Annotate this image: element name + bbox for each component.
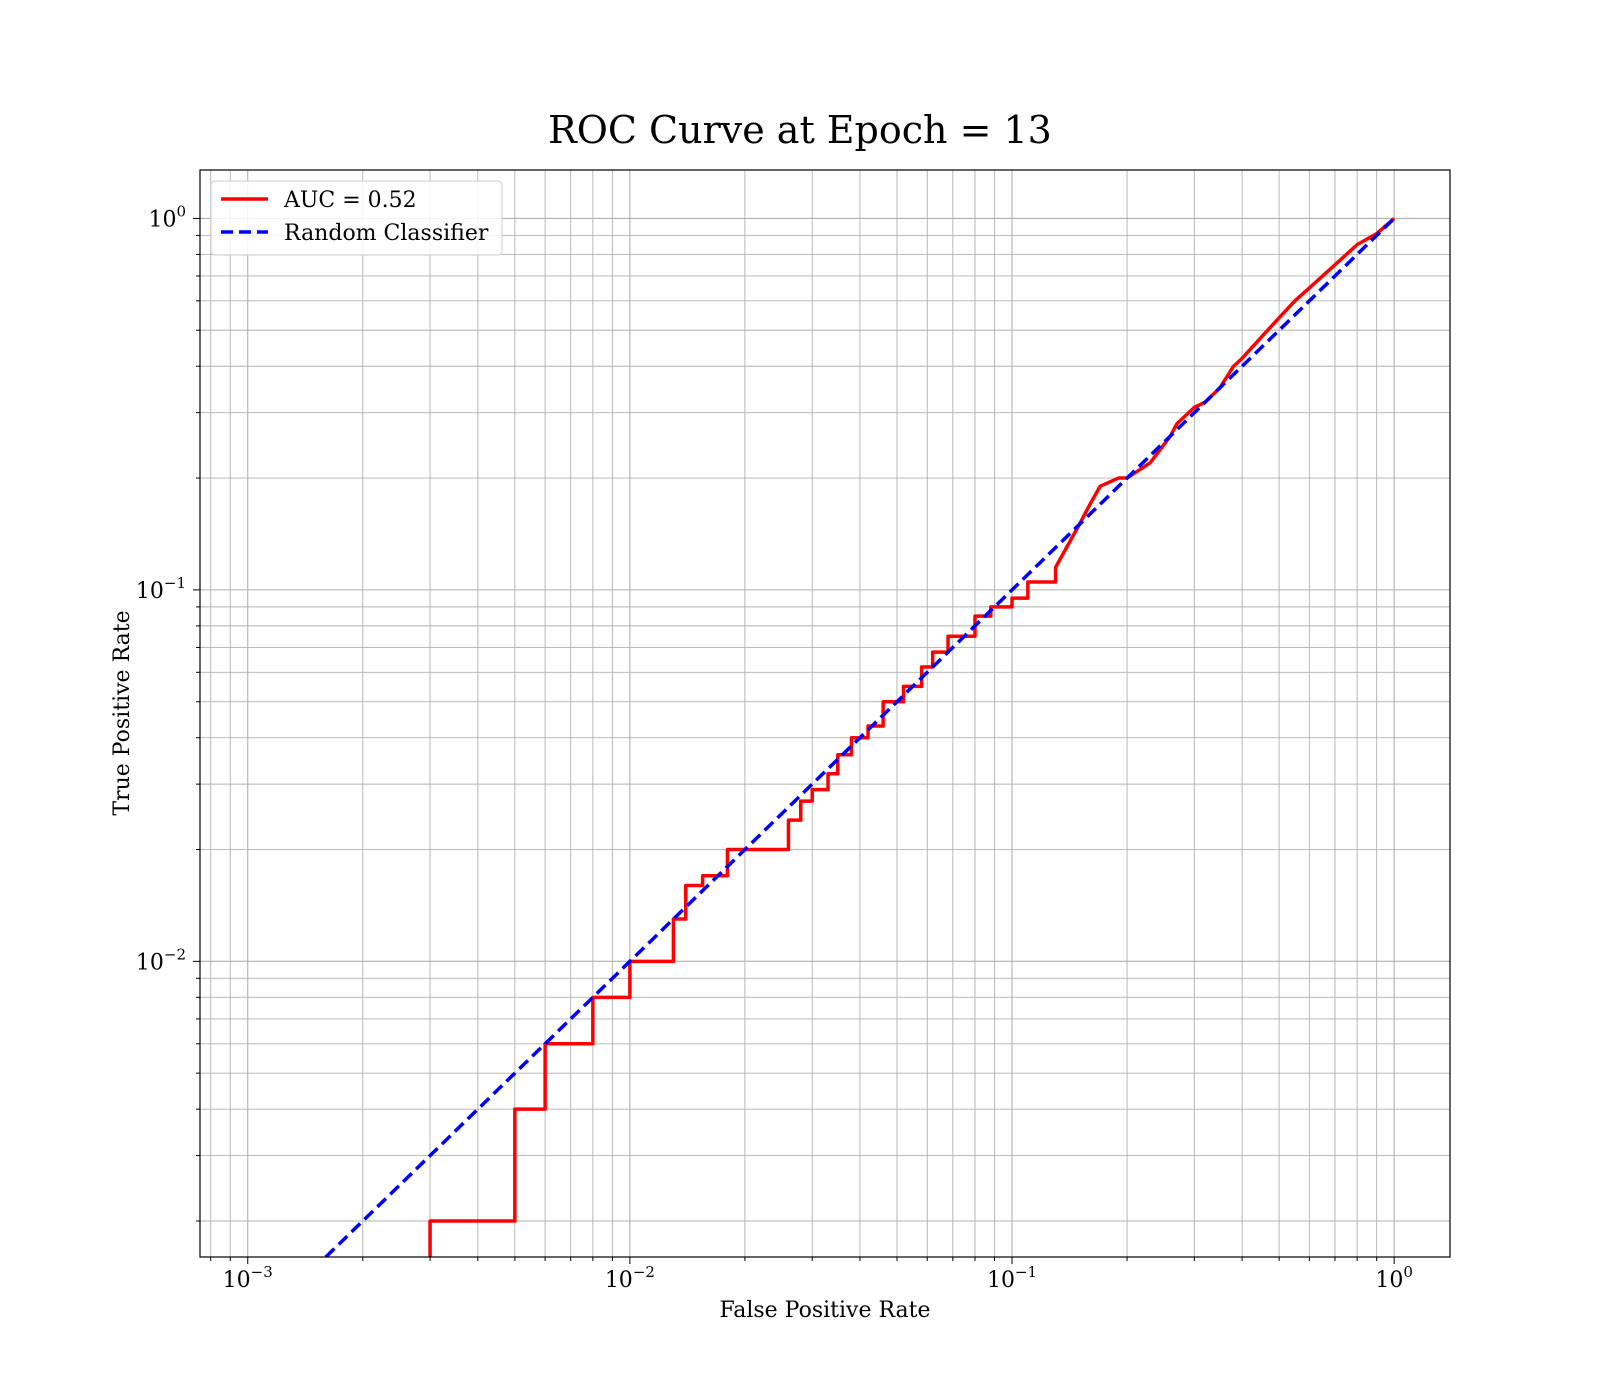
plot-series [324,217,1396,1257]
y-tick-label: 10−2 [136,945,186,975]
legend-box [210,180,503,256]
axis-ticks: 10−3 10−2 10−1 100 10−2 10−1 100 [136,202,1413,1293]
roc-curve-line [428,217,1396,1257]
plot-frame [199,169,1451,1258]
x-tick-label: 10−2 [605,1263,655,1293]
y-tick-label: 100 [148,202,186,232]
random-classifier-line [324,217,1396,1257]
chart-title: ROC Curve at Epoch = 13 [548,108,1052,152]
x-tick-label: 10−1 [987,1263,1037,1293]
x-axis-label: False Positive Rate [719,1298,930,1323]
x-tick-label: 100 [1375,1263,1413,1293]
y-axis-label: True Positive Rate [110,610,135,815]
x-tick-label: 10−3 [223,1263,273,1293]
legend-label-auc: AUC = 0.52 [283,188,417,213]
grid-lines [200,170,1450,1257]
y-tick-label: 10−1 [136,574,186,604]
legend: AUC = 0.52 Random Classifier [210,180,503,256]
legend-label-random-classifier: Random Classifier [284,221,489,246]
